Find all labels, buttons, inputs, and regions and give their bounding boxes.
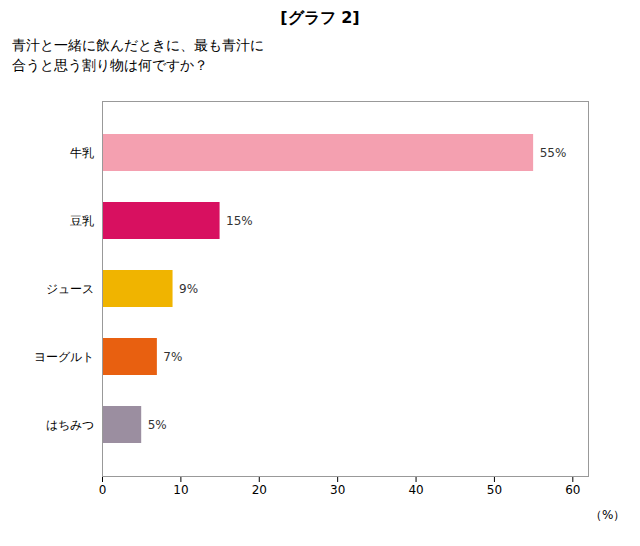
svg-text:40: 40 (408, 483, 423, 497)
svg-text:55%: 55% (540, 146, 567, 160)
html-text:[グラフ 2]: [グラフ 2] (280, 8, 360, 27)
svg-text:ヨーグルト: ヨーグルト (34, 350, 94, 364)
svg-text:牛乳: 牛乳 (70, 146, 94, 160)
svg-text:60: 60 (565, 483, 580, 497)
svg-text:20: 20 (252, 483, 267, 497)
svg-text:7%: 7% (163, 350, 182, 364)
svg-text:（%）: （%） (590, 508, 625, 522)
svg-text:10: 10 (173, 483, 188, 497)
svg-text:30: 30 (330, 483, 345, 497)
svg-text:5%: 5% (148, 418, 167, 432)
html-text:青汁と一緒に飲んだときに、最も青汁に 合うと思う割り物は何で: 青汁と一緒に飲んだときに、最も青汁に 合うと思う割り物は何ですか？ (12, 37, 264, 73)
svg-text:はちみつ: はちみつ (46, 418, 94, 432)
svg-text:ジュース: ジュース (46, 282, 94, 296)
svg-text:9%: 9% (179, 282, 198, 296)
svg-text:15%: 15% (226, 214, 253, 228)
svg-text:豆乳: 豆乳 (70, 214, 94, 228)
svg-text:0: 0 (99, 483, 107, 497)
svg-text:50: 50 (487, 483, 502, 497)
